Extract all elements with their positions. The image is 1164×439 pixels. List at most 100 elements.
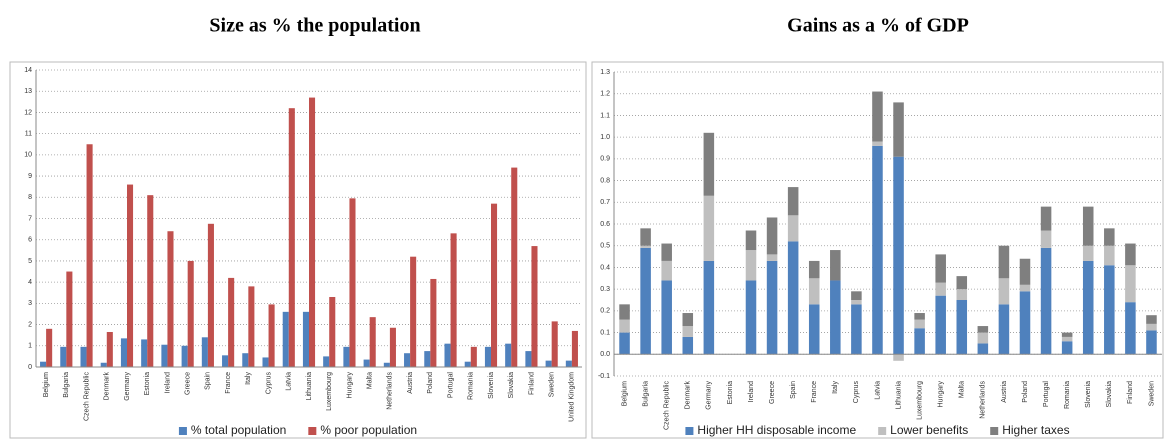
x-tick-label: Sweden [549,372,556,397]
bar [100,362,107,367]
bar [222,355,229,367]
chart-title: Size as % the population [209,15,420,37]
bar-segment [956,276,968,290]
x-tick-label: Ireland [164,372,171,394]
bar-segment [977,326,989,333]
bar [268,304,275,367]
bar-segment [1125,265,1136,303]
y-tick-label: 9 [28,173,32,180]
bar [187,260,194,367]
y-tick-label: 0.1 [600,329,610,336]
bar [66,271,73,367]
y-tick-label: 4 [28,279,32,286]
y-tick-label: 0.4 [600,264,610,271]
bar-segment [977,332,989,344]
bar-segment [914,319,925,329]
x-tick-label: Slovakia [508,372,515,399]
x-tick-label: France [811,381,818,403]
bar-segment [661,243,672,261]
bar [309,97,316,367]
bar-segment [640,245,651,248]
bar [531,246,538,367]
y-tick-label: 11 [25,130,32,137]
y-tick-label: -0.1 [598,373,610,380]
bar-segment [998,304,1010,355]
bar [86,144,93,367]
bar [349,198,356,367]
bar [424,351,431,367]
bar [181,345,188,367]
bar-segment [1082,245,1094,261]
legend-label: Higher taxes [1002,423,1069,437]
y-tick-label: 0.5 [600,243,610,250]
bar-segment [1082,206,1094,246]
y-tick-label: 1.2 [600,91,610,98]
bar-segment [745,230,757,251]
bar [369,317,376,367]
bar-segment [682,326,694,337]
y-tick-label: 0.2 [600,308,610,315]
bar [106,331,113,367]
x-tick-label: Bulgaria [63,372,70,398]
x-tick-label: United Kingdom [569,372,576,422]
bar-segment [1019,291,1031,355]
x-tick-label: Slovenia [488,372,495,399]
x-tick-label: Germany [706,381,713,410]
bar-segment [619,319,630,333]
bar-segment [1125,302,1136,355]
legend-swatch [878,427,887,435]
bar-segment [830,280,841,355]
y-tick-label: 0.3 [600,286,610,293]
bar-segment [1146,323,1157,331]
bar [141,339,148,367]
bar-segment [956,300,968,355]
x-tick-label: Poland [1022,381,1029,403]
bar-segment [1104,228,1115,246]
y-tick-label: 12 [24,109,32,116]
bar-segment [661,260,672,281]
x-tick-label: Cyprus [853,381,860,404]
x-tick-label: Denmark [104,372,111,401]
bar [248,286,255,367]
bar-segment [661,280,672,355]
bar-segment [1040,230,1052,248]
x-tick-label: Slovakia [1106,381,1113,408]
bar [207,223,214,367]
x-tick-label: Austria [407,372,414,394]
bar-segment [682,313,694,327]
legend-swatch [990,427,999,435]
bar [40,361,47,367]
x-tick-label: Latvia [286,372,293,391]
bar [545,360,552,367]
x-tick-label: Malta [959,381,966,398]
legend-label: Lower benefits [890,423,968,437]
y-tick-label: 1.0 [600,134,610,141]
bar [571,330,578,367]
chart-title: Gains as a % of GDP [787,15,969,37]
bar-segment [808,278,820,305]
bar-segment [1146,330,1157,355]
bar [120,338,127,367]
bar-segment [787,241,799,355]
x-tick-label: Italy [832,381,839,394]
bar [302,311,309,367]
legend-swatch [685,427,694,435]
y-tick-label: 3 [28,300,32,307]
y-tick-label: 7 [28,215,32,222]
bar-segment [893,102,904,157]
x-tick-label: Hungary [938,381,945,408]
bar [525,351,532,367]
bar [565,360,572,367]
bar-segment [745,280,757,355]
bar-segment [872,141,883,146]
x-tick-label: Luxembourg [916,381,923,420]
bar-segment [1019,258,1031,285]
x-tick-label: Slovenia [1085,381,1092,408]
bar-segment [977,343,989,355]
bar-segment [787,215,799,242]
x-tick-label: Spain [790,381,797,399]
bar-segment [766,254,778,261]
x-tick-label: Estonia [727,381,734,404]
bar-segment [1104,265,1115,355]
bar-segment [808,304,820,355]
